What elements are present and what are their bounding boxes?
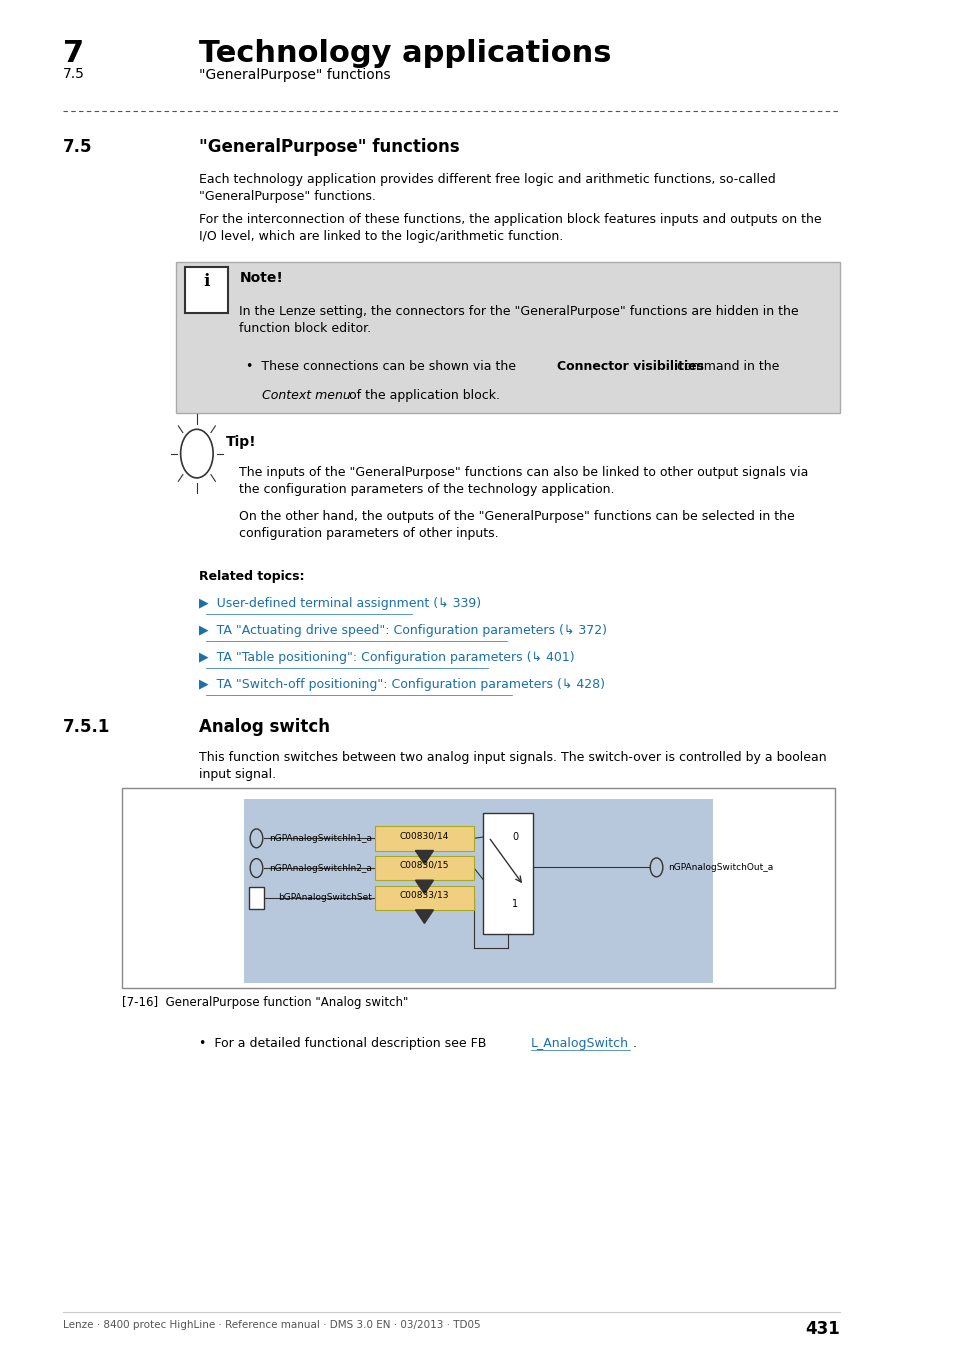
Text: nGPAnalogSwitchIn1_a: nGPAnalogSwitchIn1_a [269, 834, 372, 842]
FancyBboxPatch shape [244, 799, 713, 983]
FancyBboxPatch shape [185, 267, 228, 313]
Text: [7-16]  GeneralPurpose function "Analog switch": [7-16] GeneralPurpose function "Analog s… [122, 996, 408, 1010]
Text: 7.5.1: 7.5.1 [63, 718, 111, 736]
Text: ▶  TA "Switch-off positioning": Configuration parameters (↳ 428): ▶ TA "Switch-off positioning": Configura… [198, 678, 604, 691]
Text: Lenze · 8400 protec HighLine · Reference manual · DMS 3.0 EN · 03/2013 · TD05: Lenze · 8400 protec HighLine · Reference… [63, 1320, 480, 1330]
Text: command in the: command in the [672, 360, 779, 374]
Text: Technology applications: Technology applications [198, 39, 611, 68]
Polygon shape [415, 880, 433, 894]
Text: 0: 0 [512, 832, 517, 842]
Text: For the interconnection of these functions, the application block features input: For the interconnection of these functio… [198, 213, 821, 243]
Text: nGPAnalogSwitchOut_a: nGPAnalogSwitchOut_a [667, 863, 773, 872]
Text: This function switches between two analog input signals. The switch-over is cont: This function switches between two analo… [198, 751, 825, 780]
Text: Note!: Note! [239, 271, 283, 285]
Text: ▶  User-defined terminal assignment (↳ 339): ▶ User-defined terminal assignment (↳ 33… [198, 597, 480, 610]
FancyBboxPatch shape [122, 788, 835, 988]
Text: "GeneralPurpose" functions: "GeneralPurpose" functions [198, 138, 458, 155]
Text: 7: 7 [63, 39, 84, 68]
Polygon shape [415, 850, 433, 864]
FancyBboxPatch shape [375, 856, 474, 880]
Text: Connector visibilities: Connector visibilities [557, 360, 703, 374]
Text: Related topics:: Related topics: [198, 570, 304, 583]
FancyBboxPatch shape [375, 826, 474, 850]
Text: •  For a detailed functional description see FB: • For a detailed functional description … [198, 1037, 490, 1050]
Text: of the application block.: of the application block. [345, 389, 499, 402]
Text: C00833/13: C00833/13 [399, 891, 449, 899]
Text: "GeneralPurpose" functions: "GeneralPurpose" functions [198, 68, 390, 81]
FancyBboxPatch shape [249, 887, 263, 909]
Text: ▶  TA "Table positioning": Configuration parameters (↳ 401): ▶ TA "Table positioning": Configuration … [198, 651, 574, 664]
FancyBboxPatch shape [176, 262, 839, 413]
Text: Context menu: Context menu [262, 389, 351, 402]
FancyBboxPatch shape [482, 813, 533, 934]
Text: •  These connections can be shown via the: • These connections can be shown via the [245, 360, 519, 374]
Text: .: . [632, 1037, 636, 1050]
Text: 431: 431 [804, 1320, 839, 1338]
Text: bGPAnalogSwitchSet: bGPAnalogSwitchSet [278, 894, 372, 902]
Text: The inputs of the "GeneralPurpose" functions can also be linked to other output : The inputs of the "GeneralPurpose" funct… [239, 466, 808, 495]
Text: Each technology application provides different free logic and arithmetic functio: Each technology application provides dif… [198, 173, 775, 202]
Text: 7.5: 7.5 [63, 68, 85, 81]
Text: L_AnalogSwitch: L_AnalogSwitch [531, 1037, 628, 1050]
Polygon shape [415, 910, 433, 923]
Text: C00830/14: C00830/14 [399, 832, 449, 840]
Text: 7.5: 7.5 [63, 138, 92, 155]
Text: Tip!: Tip! [226, 435, 256, 448]
Text: Analog switch: Analog switch [198, 718, 330, 736]
FancyBboxPatch shape [375, 886, 474, 910]
Text: In the Lenze setting, the connectors for the "GeneralPurpose" functions are hidd: In the Lenze setting, the connectors for… [239, 305, 798, 335]
Text: ▶  TA "Actuating drive speed": Configuration parameters (↳ 372): ▶ TA "Actuating drive speed": Configurat… [198, 624, 606, 637]
Text: nGPAnalogSwitchIn2_a: nGPAnalogSwitchIn2_a [269, 864, 372, 872]
Text: i: i [203, 273, 210, 290]
Text: On the other hand, the outputs of the "GeneralPurpose" functions can be selected: On the other hand, the outputs of the "G… [239, 510, 794, 540]
Text: C00830/15: C00830/15 [399, 861, 449, 869]
Text: 1: 1 [512, 899, 517, 909]
